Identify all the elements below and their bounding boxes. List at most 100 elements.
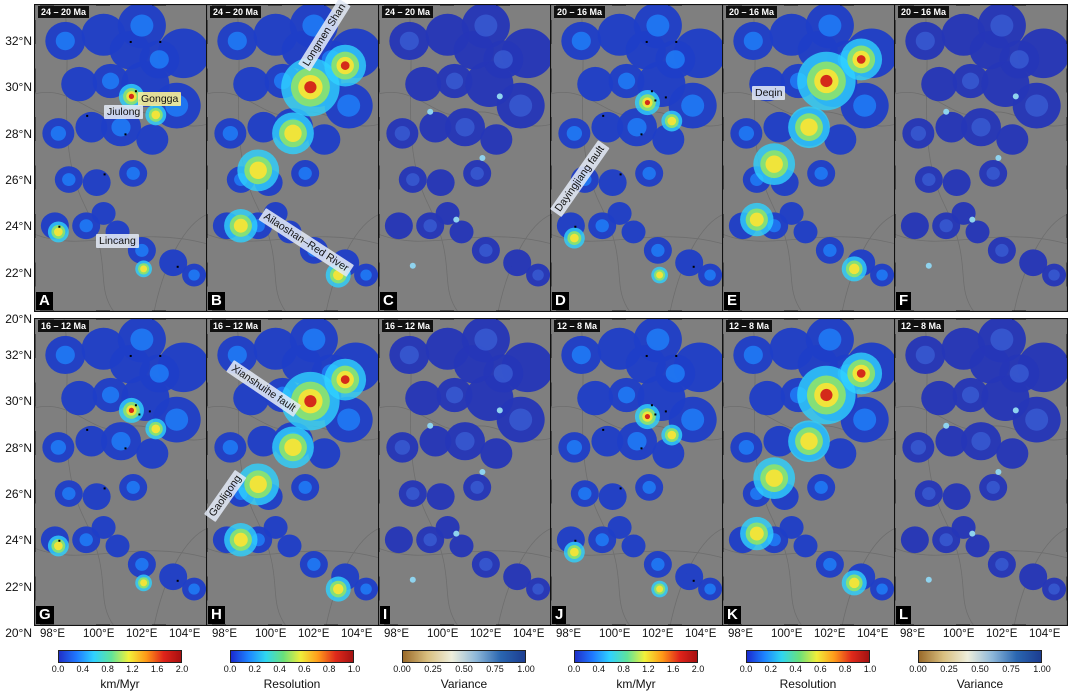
coverage-blob — [749, 380, 786, 416]
coverage-blob — [384, 526, 413, 554]
map-panel-e: 20 – 16 Ma E Deqin — [722, 4, 896, 312]
sample-dot — [664, 96, 667, 99]
map-panel-l: 12 – 8 Ma L — [894, 318, 1068, 626]
latitude-label: 20°N — [5, 625, 32, 640]
colorbar-tick: 0.6 — [298, 664, 311, 674]
sample-dot — [645, 40, 648, 43]
coverage-halo — [915, 31, 935, 51]
longitude-label: 104°E — [685, 628, 717, 640]
sample-dot — [692, 579, 695, 582]
latitude-label: 26°N — [5, 172, 32, 187]
coverage-halo — [1025, 408, 1049, 431]
coverage-blob — [449, 220, 474, 244]
variance-speck — [496, 407, 503, 414]
sample-dot — [654, 413, 657, 416]
longitude-label: 100°E — [599, 628, 631, 640]
coverage-halo — [222, 439, 239, 455]
variance-speck — [496, 93, 503, 100]
coverage-halo — [617, 72, 636, 90]
coverage-halo — [876, 269, 888, 281]
map-rate-svg — [34, 4, 208, 312]
longitude-label: 100°E — [255, 628, 287, 640]
colorbar-rate: 0.0 0.4 0.8 1.2 1.6 2.0 km/Myr — [568, 650, 704, 694]
colorbar-tick: 0.50 — [971, 664, 989, 674]
coverage-halo — [704, 269, 716, 281]
coverage-halo — [627, 117, 647, 137]
coverage-blob — [75, 425, 108, 457]
hotspot-peak — [820, 74, 833, 88]
longitude-label: 98°E — [212, 628, 238, 640]
coverage-halo — [704, 583, 716, 595]
longitude-label: 102°E — [470, 628, 502, 640]
longitude-label: 104°E — [169, 628, 201, 640]
coverage-halo — [595, 219, 609, 233]
variance-speck — [925, 262, 932, 269]
longitude-label: 104°E — [857, 628, 889, 640]
coverage-blob — [263, 515, 288, 539]
coverage-halo — [493, 50, 513, 69]
map-panel-a: 24 – 20 Ma A Gongga Jiulong Lincang — [34, 4, 208, 312]
coverage-halo — [995, 557, 1009, 571]
coverage-halo — [79, 533, 93, 547]
coverage-halo — [126, 166, 140, 180]
colorbar-tick: 0.00 — [909, 664, 927, 674]
map-panel-f: 20 – 16 Ma F — [894, 4, 1068, 312]
sample-dot — [176, 579, 179, 582]
sample-dot — [129, 354, 132, 357]
coverage-halo — [399, 345, 419, 365]
colorbar-tick: 0.4 — [789, 664, 802, 674]
coverage-halo — [1048, 583, 1060, 595]
coverage-blob — [136, 438, 169, 469]
panel-letter: G — [36, 606, 54, 624]
place-label: Lincang — [96, 234, 139, 248]
sample-dot — [574, 225, 577, 228]
coverage-blob — [503, 563, 532, 591]
panel-letter: K — [724, 606, 741, 624]
colorbar-tick: 1.0 — [347, 664, 361, 674]
hotspot-inner — [800, 118, 818, 136]
coverage-halo — [188, 583, 200, 595]
hotspot-inner — [570, 547, 579, 557]
sample-dot — [103, 173, 106, 176]
coverage-blob — [942, 483, 971, 511]
sample-dot — [159, 354, 162, 357]
coverage-halo — [111, 117, 131, 137]
colorbar-title: Resolution — [779, 677, 837, 691]
coverage-blob — [453, 345, 494, 384]
colorbar-tick: 1.00 — [517, 664, 535, 674]
hotspot-peak — [128, 93, 135, 100]
coverage-halo — [101, 386, 120, 404]
coverage-blob — [419, 425, 452, 457]
place-label: Gongga — [138, 92, 182, 106]
colorbar-gradient — [402, 650, 526, 663]
variance-speck — [925, 576, 932, 583]
latitude-label: 30°N — [5, 394, 32, 409]
coverage-halo — [298, 166, 312, 180]
period-label: 16 – 12 Ma — [210, 320, 262, 332]
hotspot-peak — [856, 55, 866, 64]
colorbar-gradient — [58, 650, 182, 663]
colorbar-tick: 0.4 — [273, 664, 286, 674]
coverage-halo — [1048, 269, 1060, 281]
coverage-halo — [818, 14, 842, 37]
coverage-blob — [109, 345, 150, 384]
colorbar-tick: 1.6 — [666, 664, 680, 674]
hotspot-inner — [151, 424, 161, 434]
coverage-halo — [62, 487, 76, 501]
coverage-blob — [675, 563, 704, 591]
hotspot-inner — [151, 110, 161, 120]
colorbar-tick: 0.4 — [592, 664, 606, 674]
panel-letter: A — [36, 292, 53, 310]
coverage-halo — [55, 345, 75, 365]
coverage-blob — [965, 220, 990, 244]
coverage-halo — [986, 480, 1000, 494]
map-var-svg — [378, 318, 552, 626]
hotspot-inner — [233, 532, 248, 547]
coverage-blob — [763, 111, 796, 143]
coverage-blob — [996, 438, 1029, 469]
colorbar-tick: 0.8 — [322, 664, 336, 674]
coverage-halo — [823, 243, 837, 257]
variance-speck — [1012, 407, 1019, 414]
variance-speck — [969, 216, 976, 223]
colorbar-tick: 0.8 — [838, 664, 852, 674]
